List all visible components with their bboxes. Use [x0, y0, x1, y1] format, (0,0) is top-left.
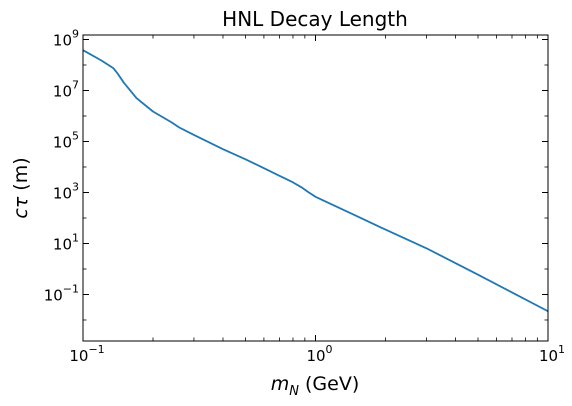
x-axis-label-main: m — [271, 373, 290, 395]
y-tick-label-4: 107 — [53, 78, 79, 100]
x-axis-label: mN (GeV) — [271, 373, 360, 399]
chart-title: HNL Decay Length — [222, 7, 408, 31]
series-line-0 — [82, 49, 549, 313]
y-axis-label-main: cτ — [10, 196, 32, 218]
plot-frame — [82, 34, 549, 342]
y-axis-label: cτ (m) — [10, 157, 32, 218]
tick-label-layer: 10−1 100 101 10−1 101 103 105 107 109 — [44, 27, 565, 365]
y-axis-label-unit: (m) — [10, 157, 32, 196]
x-tick-label-1: 100 — [306, 343, 332, 365]
x-tick-label-2: 101 — [539, 343, 565, 365]
y-tick-label-5: 109 — [53, 27, 79, 49]
y-tick-label-2: 103 — [53, 180, 79, 202]
y-tick-label-0: 10−1 — [44, 282, 79, 304]
x-axis-label-subscript: N — [289, 384, 299, 399]
y-tick-label-1: 101 — [53, 231, 79, 253]
x-axis-label-unit: (GeV) — [299, 373, 359, 395]
y-tick-label-3: 105 — [53, 129, 79, 151]
tick-layer — [82, 35, 549, 341]
series-layer — [82, 49, 549, 313]
x-tick-label-0: 10−1 — [69, 343, 104, 365]
